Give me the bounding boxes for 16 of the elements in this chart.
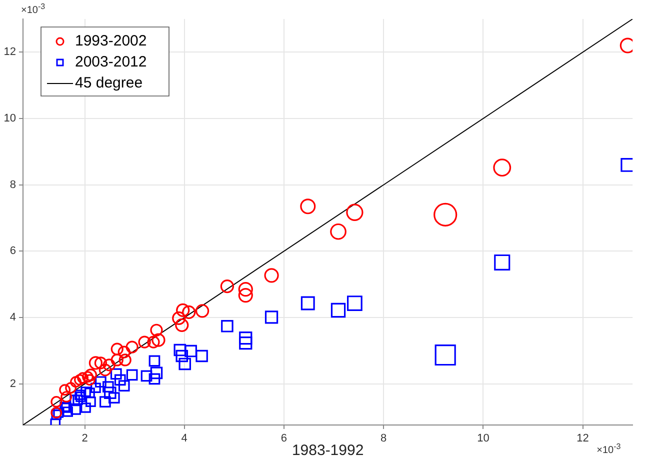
y-tick-label: 2 (10, 378, 16, 390)
legend-label: 1993-2002 (75, 32, 147, 50)
y-tick-label: 12 (4, 46, 16, 58)
x-tick-label: 4 (181, 432, 188, 445)
x-tick-label: 6 (280, 432, 288, 445)
x-tick-label: 10 (477, 432, 490, 445)
x-tick-label: 8 (380, 432, 387, 445)
y-tick-label: 10 (4, 112, 16, 125)
x-tick-label: 2 (82, 432, 88, 445)
legend-label: 45 degree (75, 74, 143, 92)
legend-label: 2003-2012 (75, 54, 147, 71)
x-axis-title: 1983-1992 (292, 442, 364, 460)
y-tick-label: 6 (10, 245, 16, 258)
y-tick-label: 8 (10, 178, 16, 191)
y-tick-label: 4 (10, 312, 16, 324)
x-tick-label: 12 (576, 432, 589, 445)
